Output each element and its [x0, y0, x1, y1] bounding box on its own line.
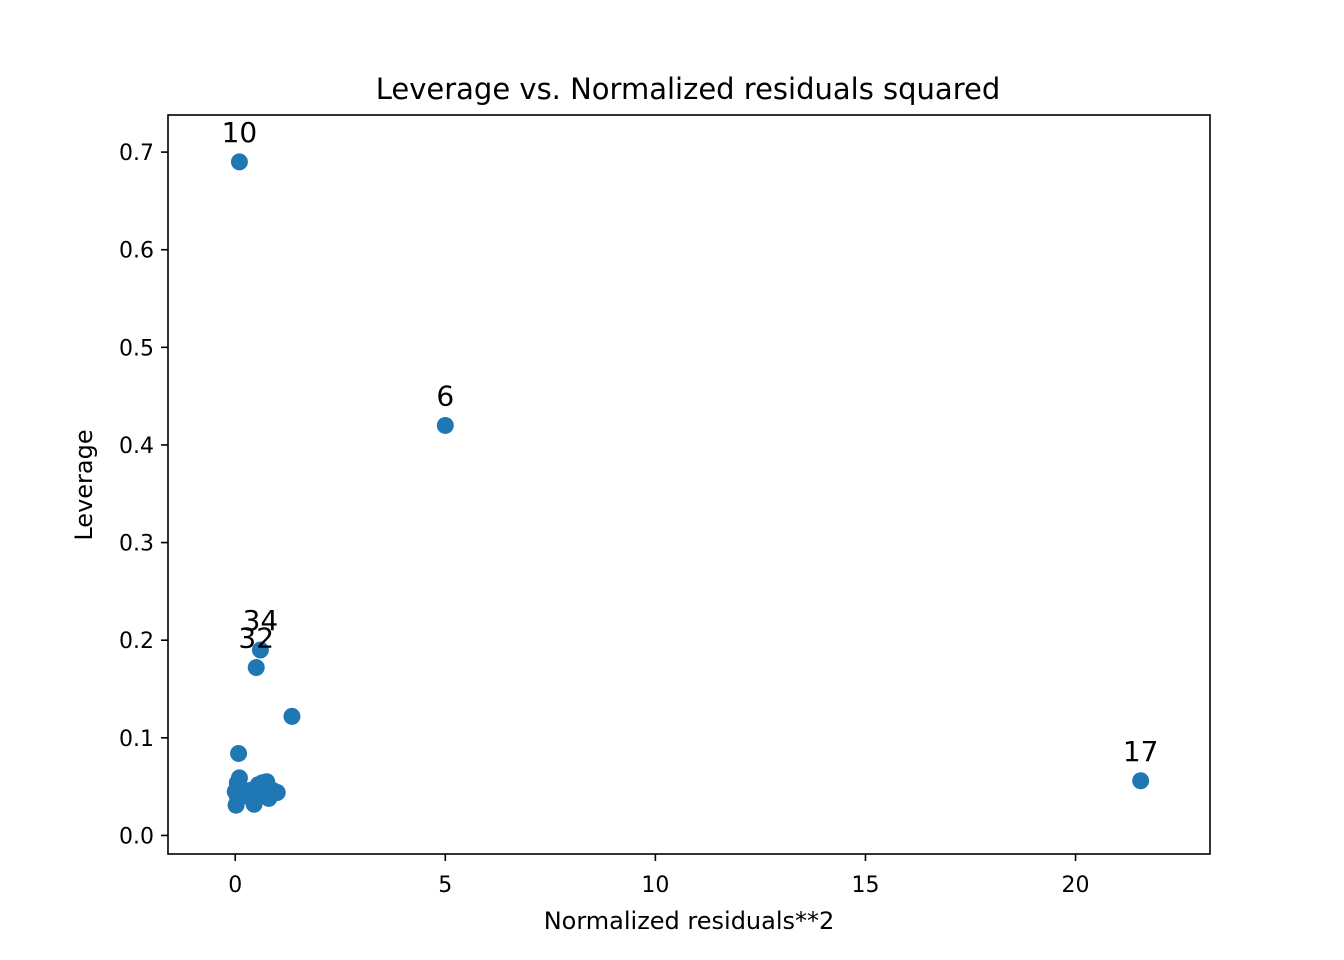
- x-axis-ticks: 0 5 10 15 20: [228, 854, 1090, 898]
- point-annotation-label: 6: [436, 379, 454, 412]
- y-axis-label: Leverage: [70, 429, 98, 540]
- y-tick-label: 0.7: [119, 141, 154, 166]
- scatter-point: [245, 795, 263, 813]
- x-tick-label: 10: [641, 873, 669, 898]
- plot-area-frame: [167, 114, 1211, 855]
- x-tick-label: 20: [1062, 873, 1090, 898]
- scatter-point: [1132, 772, 1150, 790]
- scatter-point: [230, 744, 248, 762]
- y-tick-label: 0.2: [119, 629, 154, 654]
- y-tick-label: 0.6: [119, 239, 154, 264]
- point-annotation-label: 10: [222, 116, 258, 149]
- scatter-point: [251, 641, 269, 659]
- y-tick-label: 0.1: [119, 727, 154, 752]
- scatter-point: [247, 659, 265, 677]
- point-annotation-label: 17: [1123, 735, 1159, 768]
- y-tick-label: 0.3: [119, 532, 154, 557]
- point-annotation-label: 32: [238, 622, 274, 655]
- scatter-point: [256, 779, 274, 797]
- y-tick-label: 0.4: [119, 434, 154, 459]
- y-tick-label: 0.0: [119, 824, 154, 849]
- chart-title: Leverage vs. Normalized residuals square…: [376, 72, 1000, 106]
- x-tick-label: 5: [438, 873, 452, 898]
- scatter-points: [226, 153, 1150, 814]
- y-axis-ticks: 0.0 0.1 0.2 0.3 0.4 0.5 0.6 0.7: [119, 141, 168, 849]
- x-tick-label: 0: [228, 873, 242, 898]
- y-tick-label: 0.5: [119, 336, 154, 361]
- x-tick-label: 15: [851, 873, 879, 898]
- scatter-point: [436, 416, 454, 434]
- point-annotation-label: 34: [243, 604, 279, 637]
- scatter-point: [230, 153, 248, 171]
- x-axis-label: Normalized residuals**2: [544, 907, 835, 935]
- scatter-point: [283, 707, 301, 725]
